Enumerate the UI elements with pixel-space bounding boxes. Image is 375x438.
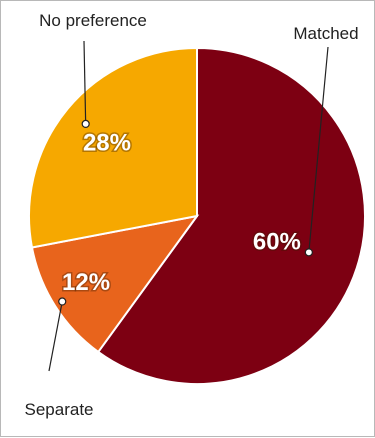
callout-labels: Matched Separate No preference [25, 11, 359, 419]
callout-leaders [48, 40, 329, 372]
leader-line-separate [48, 301, 63, 372]
leader-line-no-preference [83, 40, 87, 124]
leader-dot-matched [304, 248, 313, 257]
leader-dot-no-preference [81, 119, 90, 129]
percent-label-separate: 12% [62, 269, 110, 296]
pie-slice-no-preference [28, 46, 198, 249]
pie-slice-separate [30, 214, 200, 354]
leader-dot-separate [58, 297, 67, 306]
pie-slices [28, 46, 366, 385]
percent-labels: 60% 12% 28% [61, 128, 303, 297]
callout-label-separate: Separate [25, 400, 94, 419]
callout-label-no-preference: No preference [39, 11, 147, 30]
pie-slice-matched [96, 46, 366, 385]
percent-label-matched: 60% [253, 228, 301, 255]
percent-label-no-preference: 28% [83, 130, 131, 157]
leader-line-matched [308, 46, 329, 253]
callout-label-matched: Matched [293, 24, 358, 43]
